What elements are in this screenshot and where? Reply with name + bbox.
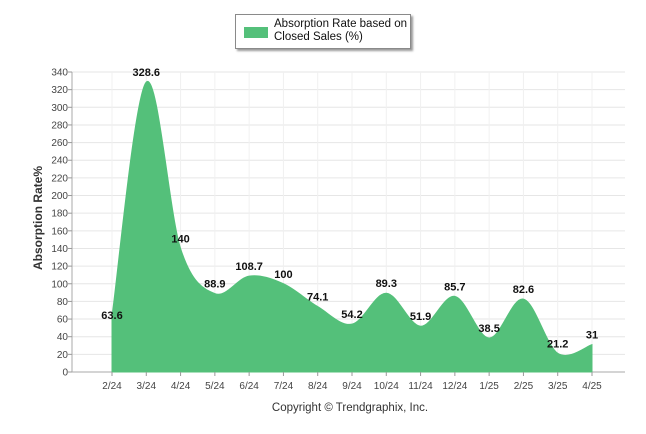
y-tick-label: 100 bbox=[51, 279, 68, 290]
y-tick-label: 260 bbox=[51, 138, 68, 149]
x-tick-label: 3/24 bbox=[137, 381, 157, 392]
y-tick-label: 320 bbox=[51, 85, 68, 96]
data-labels: 63.6 328.6 140 88.9 108.7 100 74.1 54.2 89.3 51.9… bbox=[101, 67, 598, 350]
y-tick-label: 120 bbox=[51, 262, 68, 273]
y-tick-label: 180 bbox=[51, 209, 68, 220]
copyright-text: Copyright © Trendgraphix, Inc. bbox=[271, 402, 429, 414]
y-tick-label: 240 bbox=[51, 156, 68, 167]
y-tick-label: 340 bbox=[51, 68, 68, 79]
x-tick-label: 10/24 bbox=[374, 381, 399, 392]
data-label: 85.7 bbox=[444, 281, 465, 293]
x-tick-label: 2/25 bbox=[514, 381, 534, 392]
y-tick-label: 140 bbox=[51, 244, 68, 255]
legend: Absorption Rate based on Closed Sales (%… bbox=[235, 14, 411, 49]
data-label: 328.6 bbox=[133, 67, 161, 79]
x-tick-label: 9/24 bbox=[342, 381, 362, 392]
y-tick-label: 20 bbox=[57, 350, 69, 361]
x-tick-label: 12/24 bbox=[442, 381, 467, 392]
data-label: 82.6 bbox=[513, 284, 534, 296]
y-tick-label: 200 bbox=[51, 191, 68, 202]
data-label: 51.9 bbox=[410, 311, 431, 323]
series-area bbox=[111, 81, 593, 373]
data-label: 108.7 bbox=[235, 261, 263, 273]
x-tick-label: 5/24 bbox=[205, 381, 225, 392]
data-label: 21.2 bbox=[547, 338, 568, 350]
y-tick-label: 0 bbox=[62, 368, 68, 379]
x-tick-label: 3/25 bbox=[548, 381, 568, 392]
data-label: 74.1 bbox=[307, 292, 328, 304]
y-tick-label: 40 bbox=[57, 332, 69, 343]
y-tick-label: 300 bbox=[51, 103, 68, 114]
legend-swatch bbox=[244, 27, 268, 38]
data-label: 31 bbox=[586, 330, 598, 342]
y-tick-label: 80 bbox=[57, 297, 69, 308]
x-tick-label: 8/24 bbox=[308, 381, 328, 392]
x-tick-label: 1/25 bbox=[479, 381, 499, 392]
data-label: 38.5 bbox=[478, 323, 499, 335]
data-label: 88.9 bbox=[204, 279, 225, 291]
y-tick-label: 280 bbox=[51, 120, 68, 131]
data-label: 140 bbox=[171, 233, 189, 245]
y-axis-ticks: 0 20 40 60 80 100 120 140 160 180 200 220 240 260 280 3… bbox=[51, 68, 72, 379]
data-label: 54.2 bbox=[341, 309, 362, 321]
x-tick-label: 11/24 bbox=[408, 381, 433, 392]
x-axis-ticks: 2/24 3/24 4/24 5/24 6/24 7/24 8/24 9/24 10/24 11/… bbox=[102, 372, 602, 392]
x-tick-label: 6/24 bbox=[239, 381, 259, 392]
x-tick-label: 4/24 bbox=[171, 381, 191, 392]
legend-label: Absorption Rate based on Closed Sales (%… bbox=[274, 18, 407, 43]
x-tick-label: 2/24 bbox=[102, 381, 122, 392]
x-tick-label: 4/25 bbox=[582, 381, 602, 392]
data-label: 100 bbox=[274, 269, 292, 281]
y-axis-label: Absorption Rate% bbox=[31, 166, 45, 270]
y-tick-label: 160 bbox=[51, 226, 68, 237]
data-label: 89.3 bbox=[376, 278, 397, 290]
y-tick-label: 220 bbox=[51, 173, 68, 184]
x-tick-label: 7/24 bbox=[274, 381, 294, 392]
y-tick-label: 60 bbox=[57, 315, 69, 326]
data-label: 63.6 bbox=[101, 310, 122, 322]
